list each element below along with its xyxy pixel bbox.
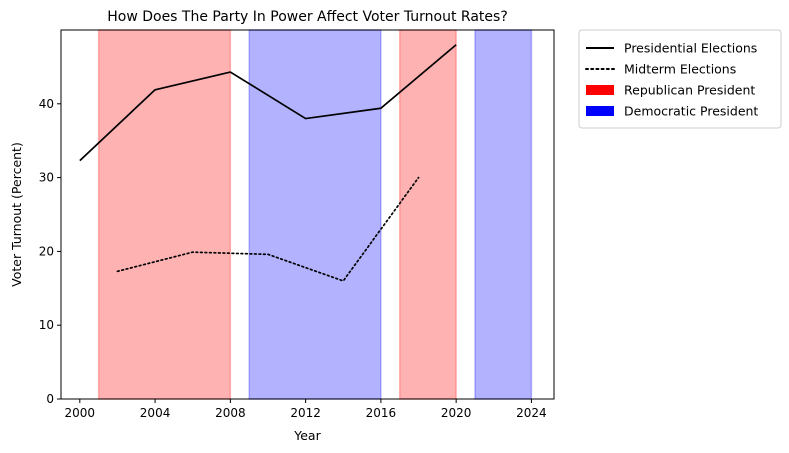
x-axis-title: Year: [293, 428, 321, 443]
axes: 2000 2004 2008 2012 2016 2020 2024 0 10 20 30 40: [39, 29, 555, 420]
legend-label-republican-president: Republican President: [624, 83, 755, 98]
x-tick-label: 2000: [65, 406, 96, 420]
legend: Presidential Elections Midterm Elections R…: [578, 29, 782, 129]
legend-label-midterm-elections: Midterm Elections: [624, 62, 736, 77]
y-tick-label: 30: [39, 171, 54, 185]
series-line-midterm-elections: [116, 176, 420, 282]
x-tick-label: 2012: [290, 406, 321, 420]
region-republican-president-2001: [97, 29, 232, 400]
series-line-presidential-elections: [79, 44, 457, 162]
region-republican-president-2017: [398, 29, 457, 400]
party-shaded-regions: [97, 29, 533, 400]
legend-swatch-democratic-president: [586, 106, 614, 116]
series-lines: [79, 44, 457, 282]
y-tick-label: 20: [39, 244, 54, 258]
legend-label-democratic-president: Democratic President: [624, 104, 758, 119]
legend-swatch-republican-president: [586, 85, 614, 95]
region-democratic-president-2021: [474, 29, 533, 400]
x-tick-label: 2024: [516, 406, 547, 420]
legend-label-presidential-elections: Presidential Elections: [624, 41, 757, 56]
x-tick-label: 2016: [366, 406, 397, 420]
chart-title: How Does The Party In Power Affect Voter…: [107, 9, 508, 25]
legend-box: [578, 29, 782, 129]
x-tick-label: 2004: [140, 406, 171, 420]
y-tick-label: 40: [39, 97, 54, 111]
x-tick-label: 2020: [441, 406, 472, 420]
plot-frame: [60, 29, 555, 400]
region-democratic-president-2009: [248, 29, 382, 400]
y-axis-title: Voter Turnout (Percent): [9, 142, 24, 287]
y-tick-label: 10: [39, 318, 54, 332]
x-tick-label: 2008: [215, 406, 246, 420]
y-tick-label: 0: [46, 392, 54, 406]
